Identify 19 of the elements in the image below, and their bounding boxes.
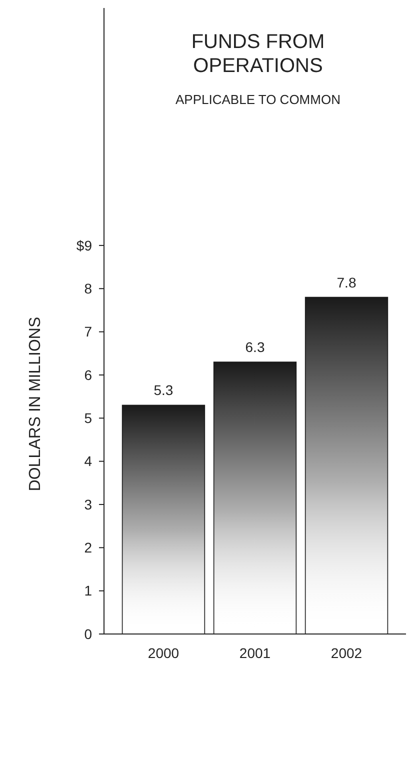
y-tick-label: 1	[84, 582, 92, 599]
y-tick-label: 7	[84, 324, 92, 340]
data-label: 6.3	[245, 339, 265, 356]
x-tick-label: 2002	[330, 645, 362, 661]
y-axis-title: DOLLARS IN MILLIONS	[27, 316, 44, 492]
text: FUNDS FROM OPERATIONS	[191, 31, 325, 77]
text: APPLICABLE TO COMMON	[176, 92, 340, 107]
data-label: 5.3	[154, 382, 174, 398]
y-tick-label: $9	[76, 237, 92, 254]
y-tick-label: 0	[84, 626, 92, 642]
y-tick-label: 6	[84, 366, 92, 383]
y-tick-label: 5	[84, 410, 92, 426]
x-tick-label: 2001	[239, 645, 271, 661]
y-tick-label: 3	[84, 496, 92, 512]
y-tick-label: 2	[84, 540, 92, 556]
y-tick-label: 8	[84, 280, 92, 297]
x-tick-label: 2000	[148, 645, 180, 661]
data-label: 7.8	[336, 274, 356, 290]
y-tick-label: 4	[84, 453, 92, 470]
